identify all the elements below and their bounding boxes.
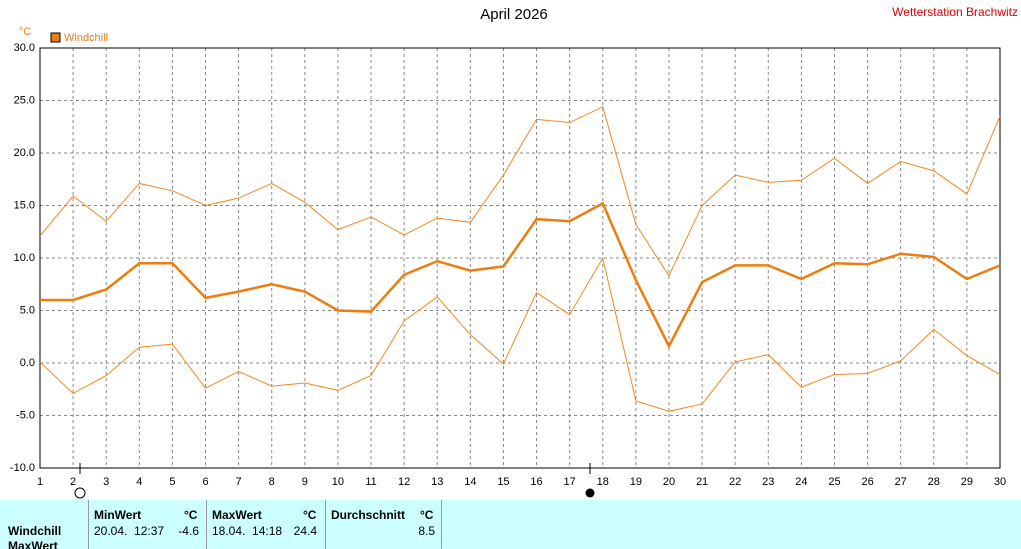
row-label: MaxWert [8,539,58,549]
cell: 8.5 [418,524,435,538]
y-tick-label: 0.0 [20,357,35,369]
x-tick-label: 23 [762,476,774,488]
x-tick-label: 12 [398,476,410,488]
header: MaxWert [212,508,262,522]
stats-table: MinWert °C MaxWert °C Durchschnitt °C Wi… [0,500,1021,549]
row-label: Windchill [8,524,62,538]
new-moon [585,488,595,498]
y-tick-label: 25.0 [14,94,35,106]
col-divider [441,500,442,549]
x-tick-label: 4 [136,476,142,488]
x-tick-label: 13 [431,476,443,488]
header-unit: °C [303,508,317,522]
header: MinWert [94,508,142,522]
header-unit: °C [184,508,198,522]
x-tick-label: 11 [365,476,376,488]
cell: 18.04. 14:18 [212,524,283,538]
x-tick-label: 24 [795,476,807,488]
legend-label: Windchill [64,32,108,44]
plot-frame [39,47,1001,469]
x-tick-label: 16 [530,476,542,488]
cell: -4.6 [178,524,199,538]
header-unit: °C [420,508,434,522]
col-divider [88,500,89,549]
y-unit: °C [19,26,31,38]
x-tick-label: 21 [696,476,708,488]
x-tick-label: 9 [302,476,308,488]
series-line [39,256,1001,412]
x-tick-label: 26 [861,476,873,488]
y-tick-label: -10.0 [10,462,35,474]
x-tick-label: 29 [961,476,973,488]
y-tick-label: 30.0 [14,42,35,54]
chart: April 2026 Wetterstation Brachwitz °C Wi… [10,5,1018,499]
col-divider [206,500,207,549]
moon-phases [74,463,595,499]
y-tick-label: 10.0 [14,252,35,264]
x-tick-label: 5 [169,476,175,488]
x-tick-label: 6 [202,476,208,488]
x-tick-label: 1 [37,476,43,488]
x-tick-label: 15 [497,476,509,488]
y-tick-label: 20.0 [14,147,35,159]
x-tick-label: 20 [663,476,675,488]
full-moon [74,487,86,499]
x-tick-label: 18 [597,476,609,488]
x-tick-label: 17 [564,476,576,488]
x-tick-label: 19 [630,476,642,488]
chart-title: April 2026 [480,6,548,23]
x-tick-label: 8 [269,476,275,488]
x-tick-label: 30 [994,476,1006,488]
x-tick-label: 25 [828,476,840,488]
legend-swatch [50,32,61,43]
y-tick-label: 5.0 [20,304,35,316]
y-tick-label: 15.0 [14,199,35,211]
header: Durchschnitt [331,508,406,522]
x-tick-label: 3 [103,476,109,488]
y-tick-label: -5.0 [16,409,35,421]
cell: 24.4 [293,524,317,538]
x-tick-label: 27 [895,476,907,488]
series-line-main [40,201,1001,349]
x-tick-label: 22 [729,476,741,488]
cell: 20.04. 12:37 [94,524,165,538]
x-tick-label: 7 [236,476,242,488]
series-line [39,106,1001,277]
col-divider [325,500,326,549]
x-tick-label: 28 [928,476,940,488]
x-tick-label: 2 [70,476,76,488]
x-tick-label: 14 [464,476,476,488]
station-name: Wetterstation Brachwitz [892,5,1018,19]
x-tick-label: 10 [332,476,344,488]
